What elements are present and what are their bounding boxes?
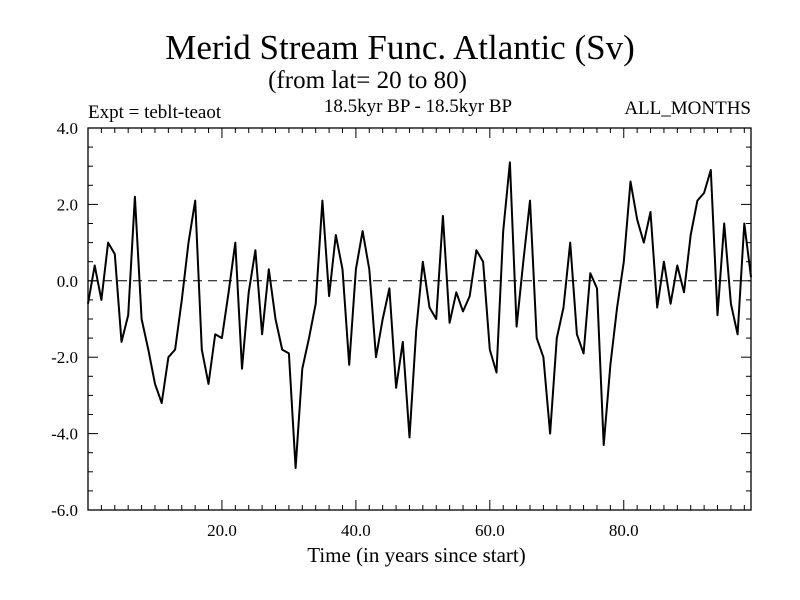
y-tick-label: -2.0 (51, 348, 78, 367)
x-axis-label: Time (in years since start) (307, 543, 526, 567)
period-annotation: 18.5kyr BP - 18.5kyr BP (323, 96, 513, 117)
chart-title: Merid Stream Func. Atlantic (Sv) (165, 28, 635, 67)
y-tick-label: 0.0 (57, 272, 78, 291)
y-tick-label: -6.0 (51, 501, 78, 520)
x-tick-label: 60.0 (475, 521, 505, 540)
y-tick-label: 2.0 (57, 195, 78, 214)
x-tick-label: 80.0 (609, 521, 639, 540)
y-tick-label: -4.0 (51, 425, 78, 444)
months-annotation: ALL_MONTHS (624, 98, 751, 119)
x-tick-label: 40.0 (341, 521, 371, 540)
experiment-annotation: Expt = teblt-teaot (88, 102, 222, 123)
data-series-line (87, 161, 752, 469)
plot-frame (87, 127, 752, 511)
y-tick-label: 4.0 (57, 119, 78, 138)
x-tick-label: 20.0 (207, 521, 237, 540)
chart-subtitle: (from lat= 20 to 80) (268, 67, 467, 94)
